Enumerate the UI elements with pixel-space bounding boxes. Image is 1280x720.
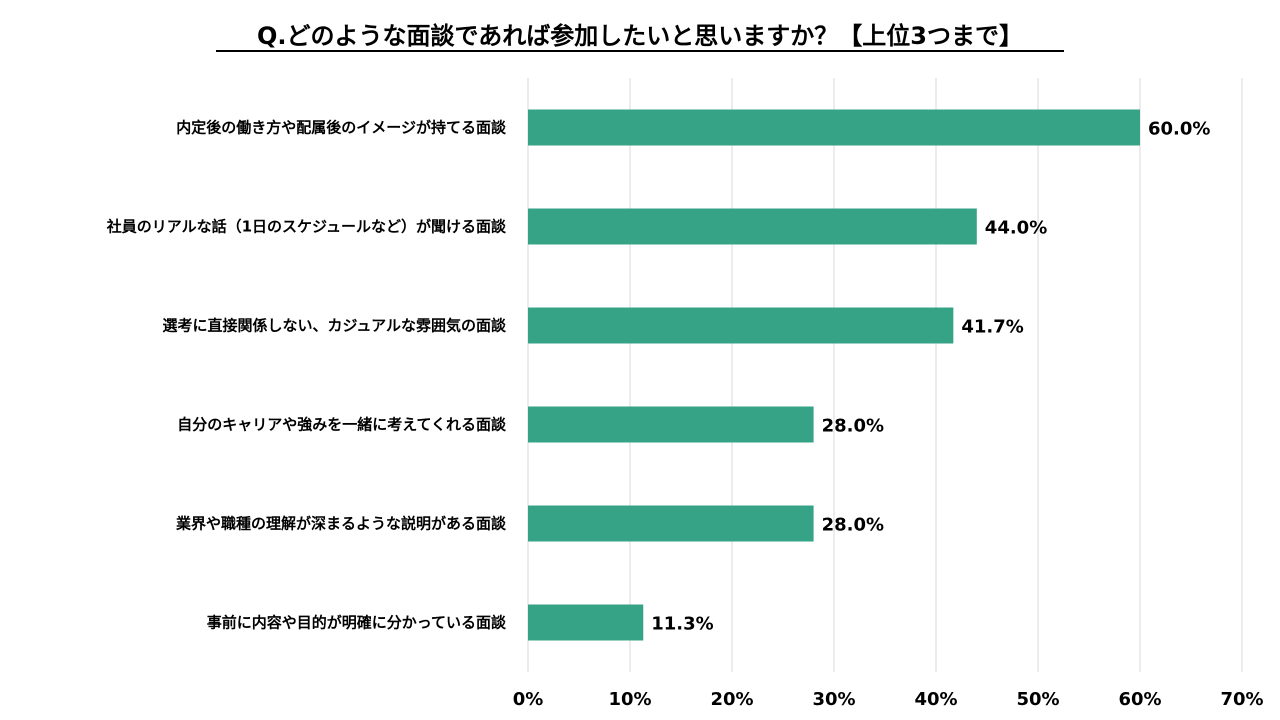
x-tick-label: 0% [513, 689, 544, 710]
value-label: 41.7% [961, 317, 1023, 338]
category-label: 事前に内容や目的が明確に分かっている面談 [207, 614, 507, 632]
value-label: 60.0% [1148, 119, 1210, 140]
category-label: 社員のリアルな話（1日のスケジュールなど）が聞ける面談 [106, 218, 507, 236]
value-labels: 60.0% 44.0% 41.7% 28.0% 28.0% 11.3% [651, 119, 1210, 635]
bars [528, 109, 1140, 641]
x-tick-label: 40% [914, 689, 957, 710]
x-tick-label: 60% [1118, 689, 1161, 710]
x-tick-label: 20% [710, 689, 753, 710]
category-label: 内定後の働き方や配属後のイメージが持てる面談 [176, 119, 507, 137]
category-label: 自分のキャリアや強みを一緒に考えてくれる面談 [177, 416, 507, 434]
x-tick-label: 50% [1016, 689, 1059, 710]
bar [528, 505, 814, 542]
x-tick-label: 70% [1220, 689, 1263, 710]
gridlines [527, 78, 1243, 672]
x-axis-ticks: 0% 10% 20% 30% 40% 50% 60% 70% [513, 689, 1264, 710]
value-label: 28.0% [822, 416, 884, 437]
category-label: 選考に直接関係しない、カジュアルな雰囲気の面談 [162, 317, 507, 335]
value-label: 28.0% [822, 515, 884, 536]
x-tick-label: 10% [608, 689, 651, 710]
category-label: 業界や職種の理解が深まるような説明がある面談 [175, 515, 507, 533]
bar [528, 208, 977, 245]
bar [528, 406, 814, 443]
bar [528, 109, 1140, 146]
value-label: 44.0% [985, 218, 1047, 239]
bar [528, 604, 644, 641]
bar [528, 307, 954, 344]
value-label: 11.3% [651, 614, 713, 635]
title-underline [216, 50, 1064, 52]
chart-title: Q.どのような面談であれば参加したいと思いますか？【上位3つまで】 [257, 22, 1023, 50]
category-labels: 内定後の働き方や配属後のイメージが持てる面談社員のリアルな話（1日のスケジュール… [106, 119, 507, 632]
x-tick-label: 30% [812, 689, 855, 710]
